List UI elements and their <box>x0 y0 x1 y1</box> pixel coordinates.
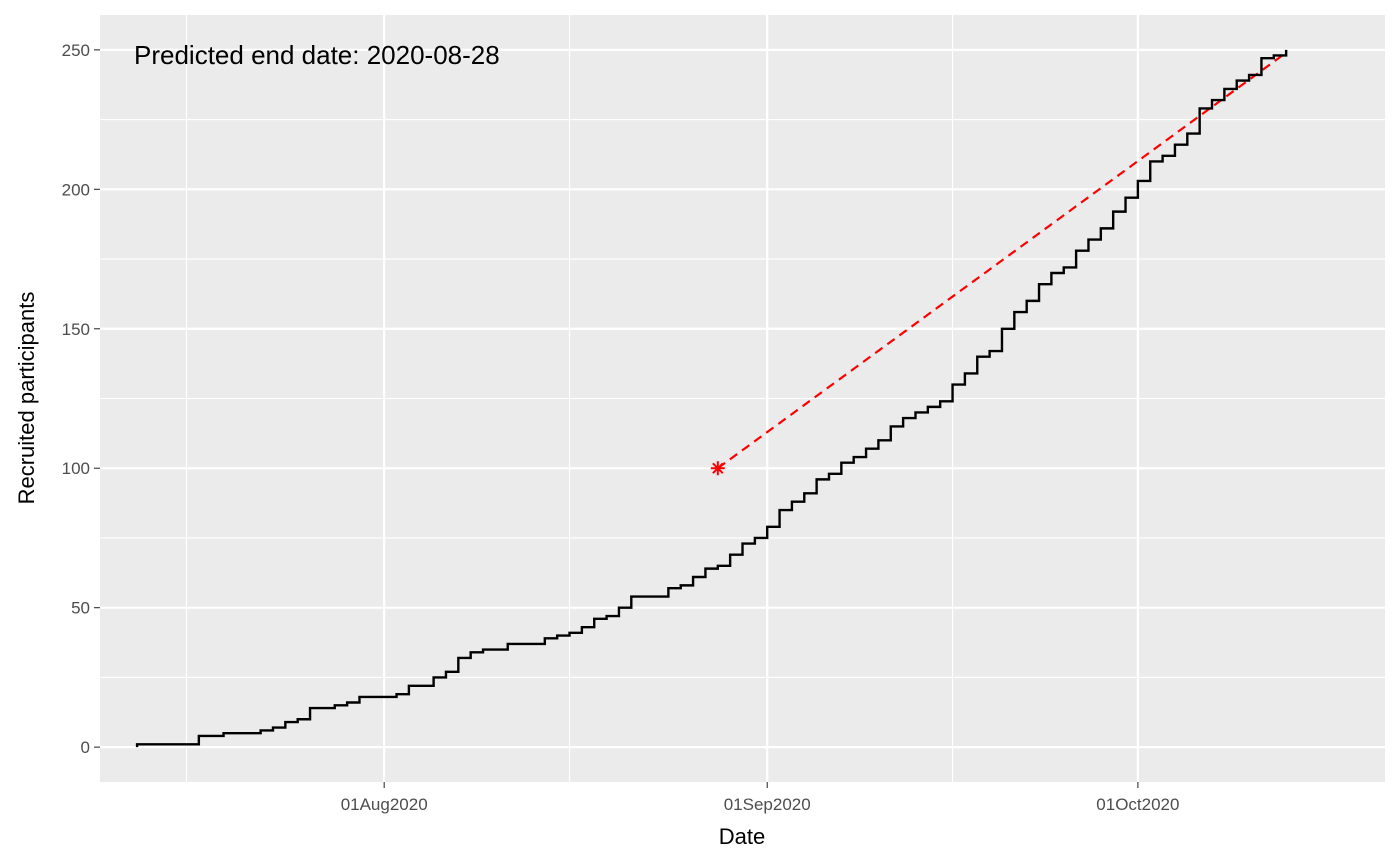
recruitment-step-line <box>135 49 1288 748</box>
prediction-dashed-line <box>717 51 1287 470</box>
x-axis-title: Date <box>719 824 765 849</box>
y-tick-label: 200 <box>62 180 90 199</box>
x-tick-label: 01Sep2020 <box>724 795 811 814</box>
y-tick-label: 50 <box>71 599 90 618</box>
y-tick-label: 150 <box>62 320 90 339</box>
marker-layer <box>710 461 725 476</box>
annotation-text: Predicted end date: 2020-08-28 <box>134 40 500 70</box>
y-axis-title: Recruited participants <box>14 292 39 505</box>
x-axis-ticks: 01Aug2020 01Sep2020 01Oct2020 <box>341 782 1179 814</box>
marker-stroke <box>712 462 724 474</box>
y-tick-label: 100 <box>62 459 90 478</box>
recruitment-step-layer <box>135 49 1288 748</box>
y-axis-ticks: 0 50 100 150 200 250 <box>62 41 100 757</box>
x-tick-label: 01Aug2020 <box>341 795 428 814</box>
prediction-layer <box>717 51 1287 470</box>
y-tick-label: 250 <box>62 41 90 60</box>
x-tick-label: 01Oct2020 <box>1096 795 1179 814</box>
predicted-point-marker <box>710 461 725 476</box>
y-tick-label: 0 <box>81 738 90 757</box>
major-gridlines <box>100 15 1385 782</box>
